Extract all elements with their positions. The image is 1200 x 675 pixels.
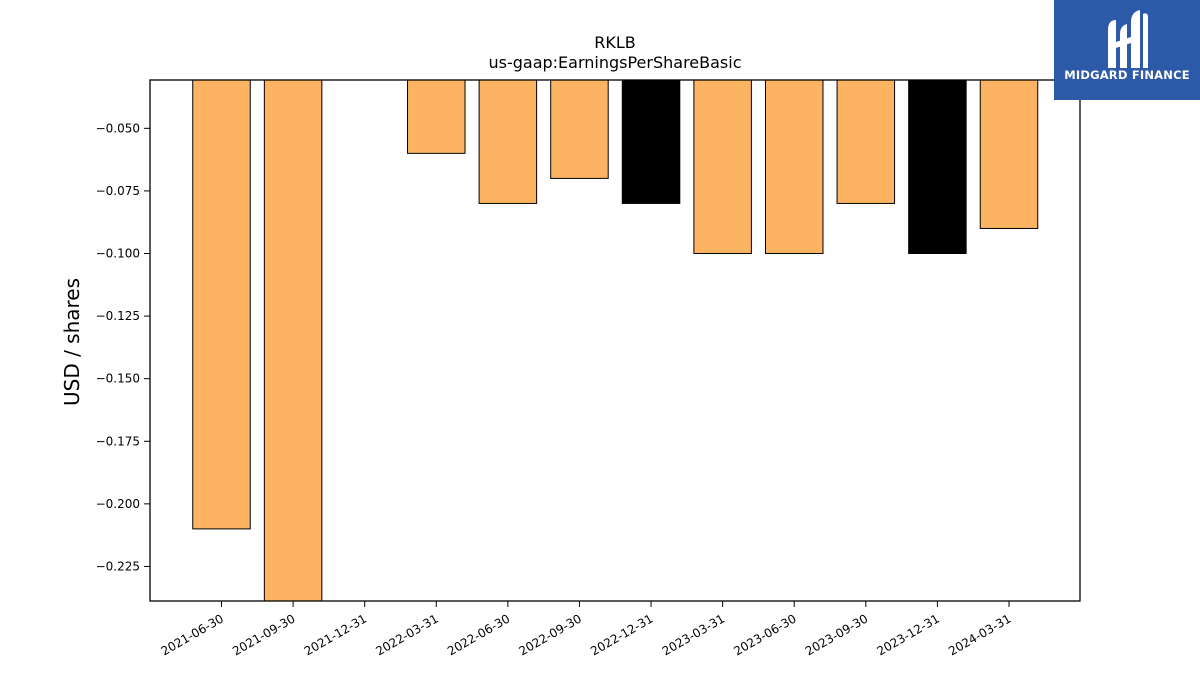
y-tick-label: −0.075 bbox=[96, 184, 140, 198]
bar-2022-12-31 bbox=[621, 79, 681, 204]
bar-2021-06-30 bbox=[192, 79, 251, 530]
x-tick-label: 2023-12-31 bbox=[875, 611, 942, 658]
chart-title: RKLB bbox=[594, 33, 636, 52]
y-tick-label: −0.100 bbox=[96, 246, 140, 260]
bar-2023-09-30 bbox=[836, 79, 896, 204]
x-tick-label: 2021-09-30 bbox=[230, 611, 297, 658]
x-tick-label: 2022-06-30 bbox=[445, 611, 512, 658]
x-tick-label: 2023-06-30 bbox=[731, 611, 798, 658]
y-tick-label: −0.200 bbox=[96, 497, 140, 511]
y-axis-ticks: −0.050 −0.075 −0.100 −0.125 −0.150 −0.175 −0.2… bbox=[96, 121, 150, 573]
y-tick-label: −0.150 bbox=[96, 372, 140, 386]
x-tick-label: 2021-12-31 bbox=[302, 611, 369, 658]
y-tick-label: −0.125 bbox=[96, 309, 140, 323]
midgard-logo-icon bbox=[1108, 10, 1148, 68]
y-tick-label: −0.175 bbox=[96, 434, 140, 448]
bar-2022-09-30 bbox=[550, 79, 609, 179]
bar-2021-09-30 bbox=[263, 79, 323, 602]
x-axis-ticks: 2021-06-30 2021-09-30 2021-12-31 2022-03-31… bbox=[159, 601, 1014, 658]
midgard-finance-logo: MIDGARD FINANCE bbox=[1054, 0, 1200, 100]
plot-frame bbox=[149, 79, 1081, 602]
bars-layer bbox=[192, 79, 1039, 602]
bar-2022-03-31 bbox=[407, 79, 466, 154]
chart-subtitle: us-gaap:EarningsPerShareBasic bbox=[488, 53, 741, 72]
y-tick-label: −0.050 bbox=[96, 121, 140, 135]
bar-2022-06-30 bbox=[478, 79, 538, 204]
x-tick-label: 2022-03-31 bbox=[373, 611, 440, 658]
bar-2023-06-30 bbox=[764, 79, 824, 254]
bar-2023-12-31 bbox=[908, 79, 967, 254]
x-tick-label: 2022-12-31 bbox=[588, 611, 655, 658]
x-tick-label: 2024-03-31 bbox=[946, 611, 1013, 658]
y-axis-label: USD / shares bbox=[60, 278, 84, 406]
bar-2023-03-31 bbox=[693, 79, 752, 254]
logo-text: MIDGARD FINANCE bbox=[1064, 68, 1190, 82]
x-tick-label: 2021-06-30 bbox=[159, 611, 226, 658]
x-tick-label: 2023-03-31 bbox=[660, 611, 727, 658]
x-tick-label: 2022-09-30 bbox=[517, 611, 584, 658]
x-tick-label: 2023-09-30 bbox=[803, 611, 870, 658]
y-tick-label: −0.225 bbox=[96, 559, 140, 573]
bar-2024-03-31 bbox=[979, 79, 1039, 229]
